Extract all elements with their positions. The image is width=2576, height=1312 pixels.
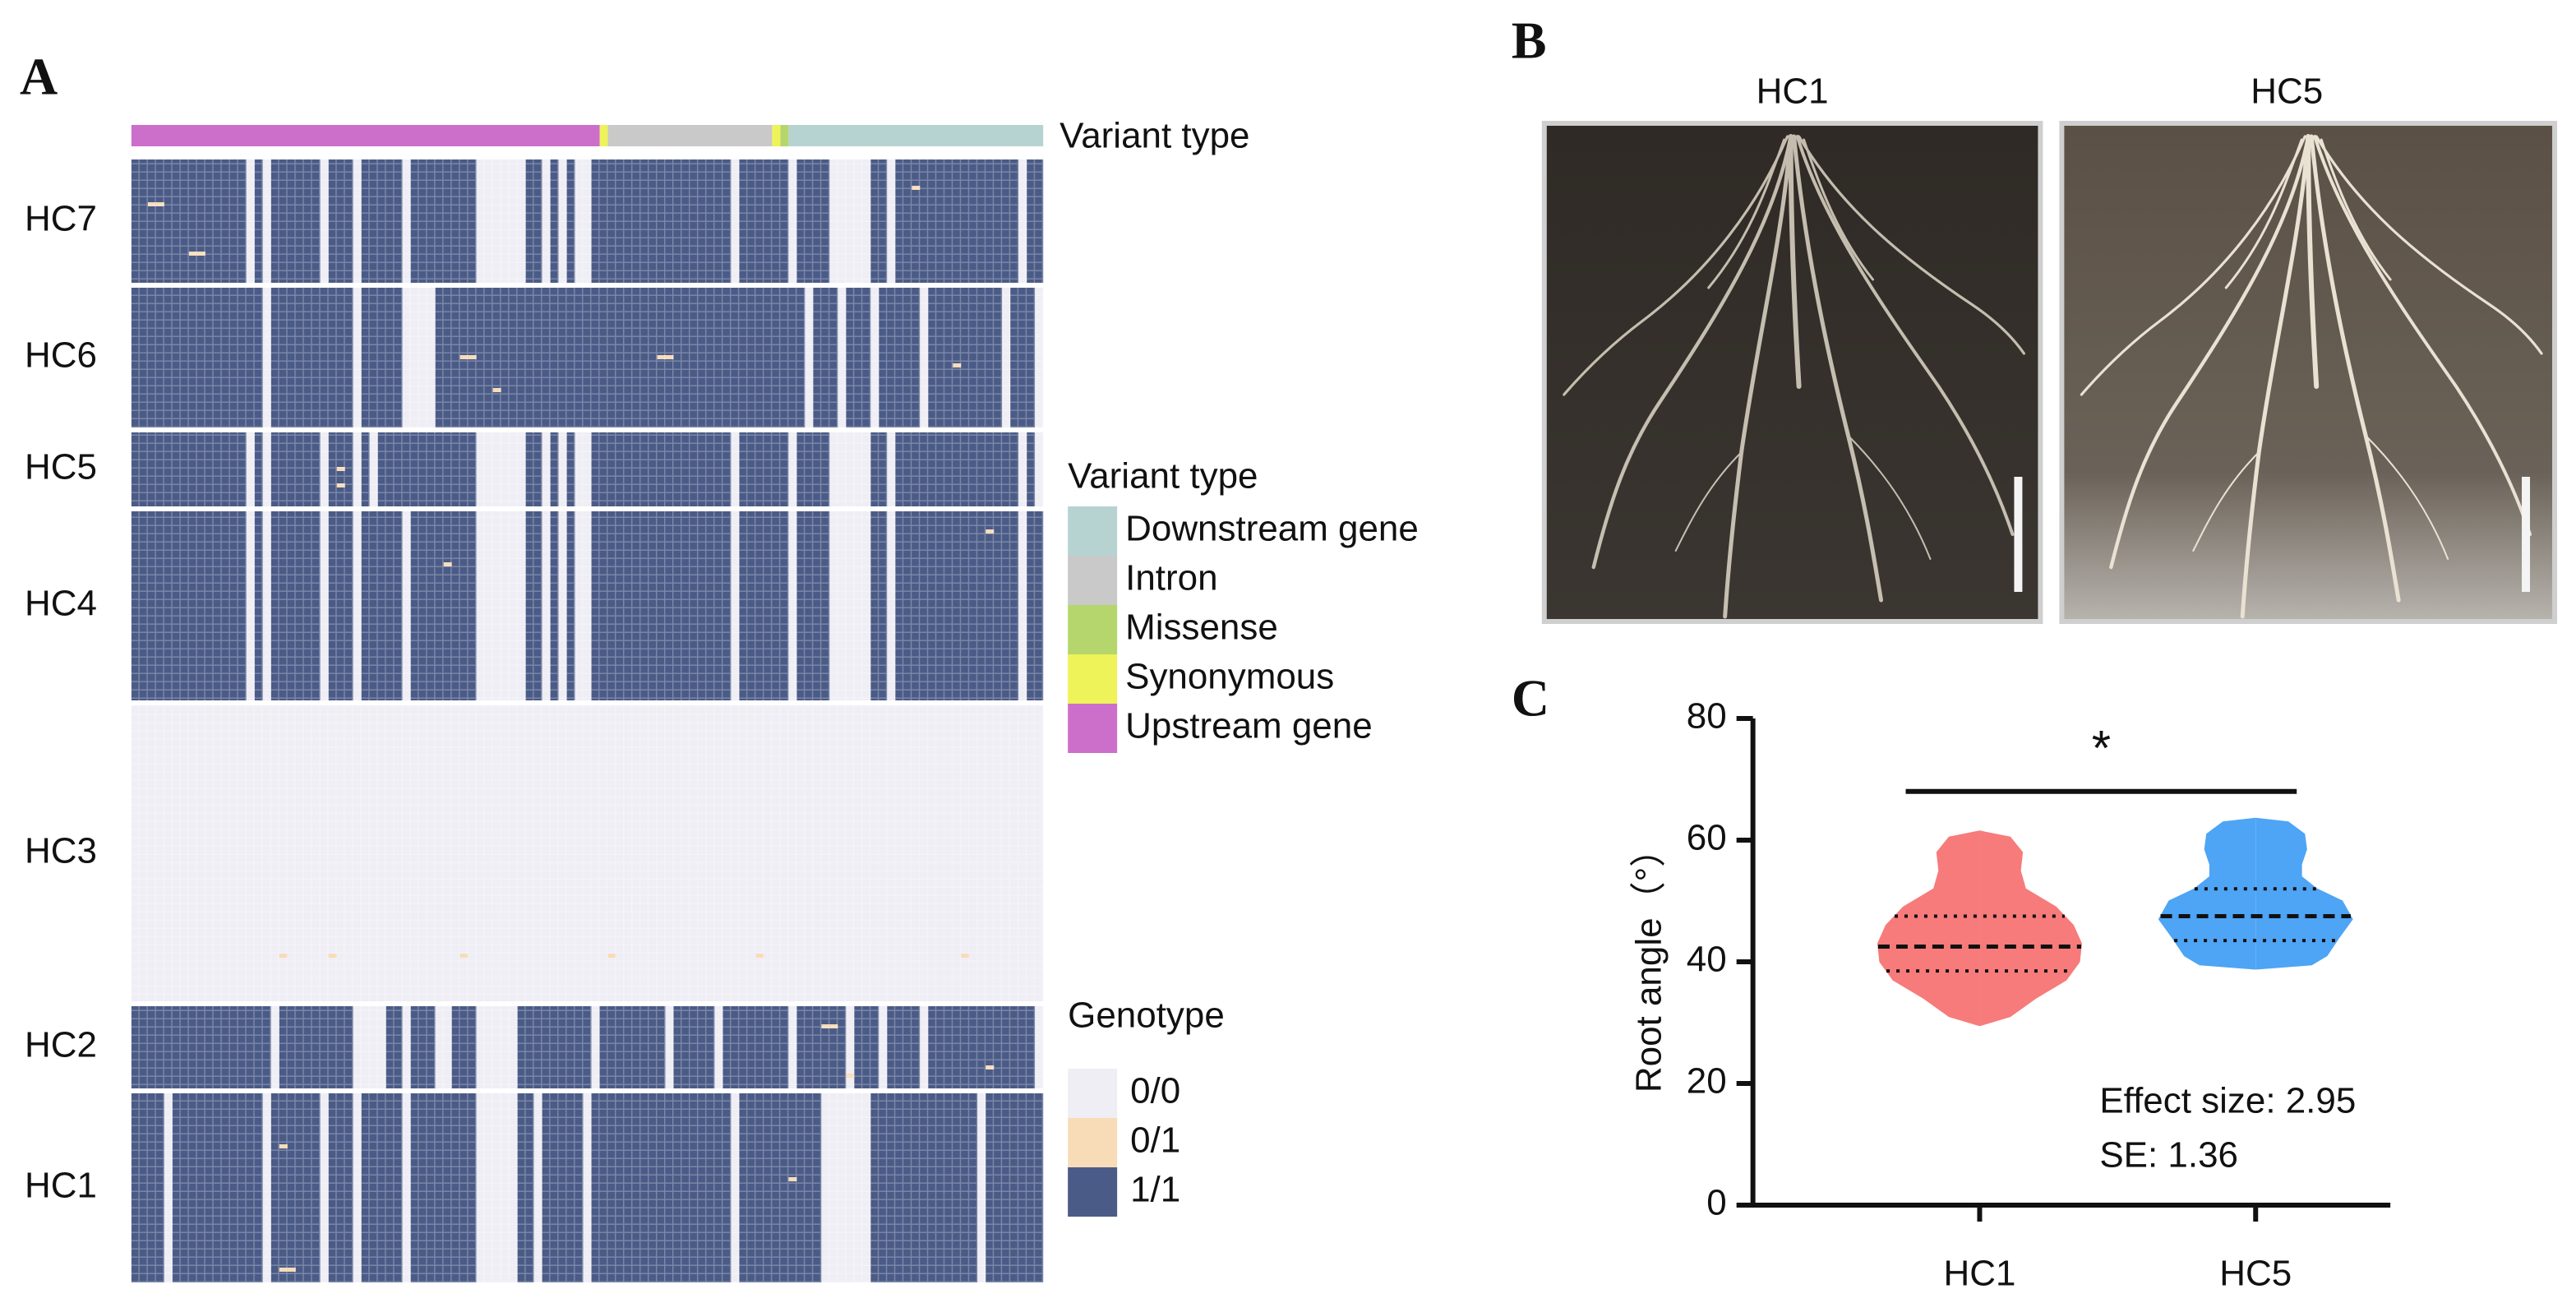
legend-title: Genotype	[1068, 996, 1225, 1036]
group-label: HC1	[25, 1166, 97, 1206]
y-tick-label: 0	[1706, 1183, 1726, 1223]
variant-type-segment	[599, 125, 608, 146]
cell-grid	[131, 511, 1044, 700]
panel-label: B	[1512, 12, 1547, 70]
legend-label: Synonymous	[1125, 657, 1334, 697]
photo: HC1	[1541, 72, 2043, 624]
y-tick-label: 20	[1687, 1061, 1727, 1102]
y-axis-label: Root angle（°）	[1628, 831, 1669, 1093]
legend-label: 0/0	[1130, 1071, 1180, 1111]
legend-swatch	[1068, 704, 1118, 753]
variant-type-segment	[131, 125, 600, 146]
cell-grid	[131, 288, 1044, 427]
legend-label: Downstream gene	[1125, 509, 1419, 549]
violin-half	[1877, 830, 1980, 1027]
annotation: SE: 1.36	[2099, 1135, 2238, 1176]
variant-type-segment	[780, 125, 789, 146]
legend-swatch	[1068, 1069, 1118, 1118]
panel-label: A	[20, 48, 58, 106]
legend-swatch	[1068, 1167, 1118, 1217]
violin-half	[1979, 830, 2082, 1027]
legend-label: Missense	[1125, 607, 1278, 648]
legend-label: Upstream gene	[1125, 706, 1373, 746]
y-tick-label: 60	[1687, 818, 1727, 858]
track-label: Variant type	[1059, 116, 1249, 156]
y-tick-label: 40	[1687, 940, 1727, 980]
violin-half	[2255, 817, 2353, 970]
significance-label: *	[2092, 721, 2111, 776]
group-label: HC4	[25, 584, 97, 624]
group-label: HC2	[25, 1025, 97, 1065]
annotation: Effect size: 2.95	[2099, 1081, 2356, 1121]
legend-label: Intron	[1125, 558, 1217, 598]
group-label: HC3	[25, 831, 97, 871]
legend-swatch	[1068, 556, 1118, 605]
photo-label: HC1	[1757, 72, 1829, 112]
legend-label: 1/1	[1130, 1170, 1180, 1210]
legend-swatch	[1068, 1118, 1118, 1167]
x-tick-label: HC5	[2219, 1254, 2292, 1294]
group-label: HC6	[25, 335, 97, 376]
y-tick-label: 80	[1687, 696, 1727, 737]
legend-label: 0/1	[1130, 1120, 1180, 1161]
cell-grid	[131, 1093, 1044, 1282]
cell-grid	[131, 432, 1044, 506]
photo-label: HC5	[2251, 72, 2323, 112]
violin-half	[2158, 817, 2256, 970]
variant-type-segment	[788, 125, 1044, 146]
legend-swatch	[1068, 506, 1118, 556]
panel-label: C	[1512, 669, 1549, 728]
legend-title: Variant type	[1068, 456, 1258, 497]
cell-grid	[131, 1006, 1044, 1088]
group-label: HC5	[25, 447, 97, 487]
cell-grid	[131, 159, 1044, 283]
x-tick-label: HC1	[1943, 1254, 2015, 1294]
photo: HC5	[2059, 72, 2558, 624]
cell-grid	[131, 705, 1044, 1001]
legend-swatch	[1068, 654, 1118, 704]
legend-swatch	[1068, 605, 1118, 654]
variant-type-segment	[772, 125, 781, 146]
group-label: HC7	[25, 199, 97, 239]
variant-type-segment	[607, 125, 773, 146]
